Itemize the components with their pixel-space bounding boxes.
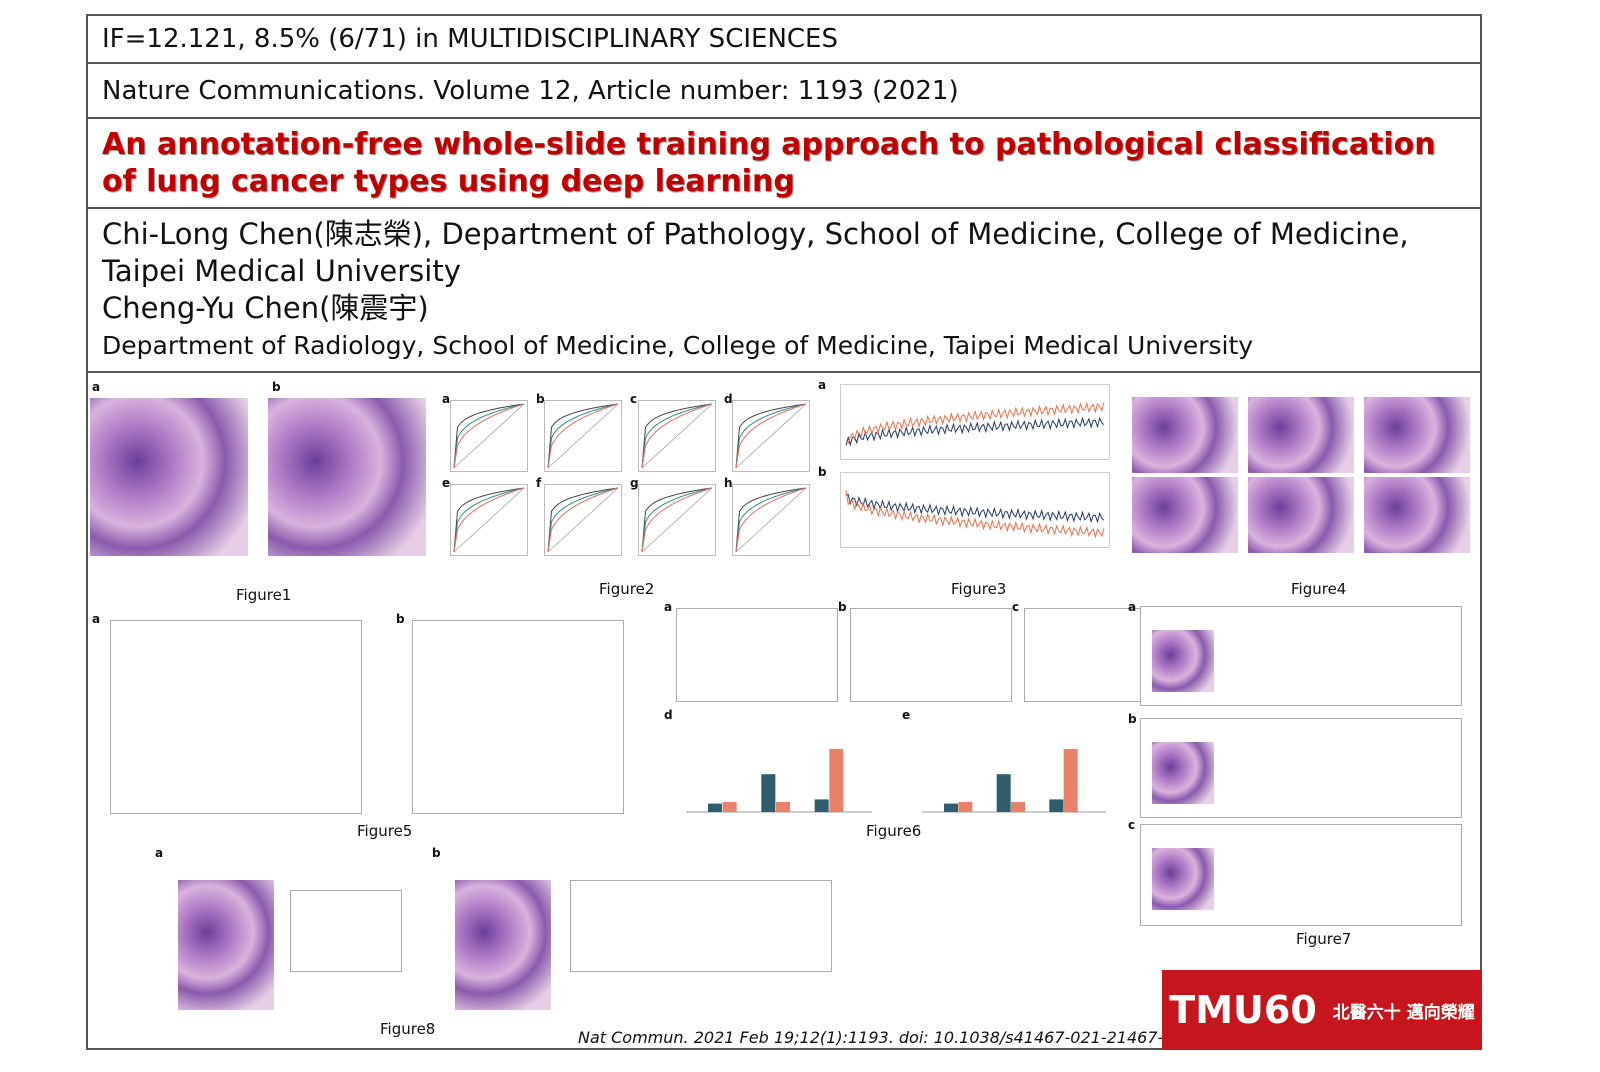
author: Chi-Long Chen(陳志榮), Department of Pathol… <box>102 217 1409 288</box>
figure-drawing <box>638 484 716 556</box>
panel-label: a <box>664 600 673 614</box>
figure-drawing <box>840 472 1110 548</box>
panel-label: c <box>1128 818 1136 832</box>
author: Cheng-Yu Chen(陳震宇) <box>102 291 429 325</box>
title-row: An annotation-free whole-slide training … <box>86 117 1482 207</box>
panel-label: b <box>536 392 545 406</box>
histology-image <box>1364 397 1470 473</box>
figure-drawing <box>686 749 872 813</box>
histology-image <box>1364 477 1470 553</box>
figure-caption: Figure8 <box>380 1020 436 1038</box>
panel-label: a <box>155 846 164 860</box>
panel-label: g <box>630 476 639 490</box>
title: An annotation-free whole-slide training … <box>102 127 1436 199</box>
panel-label: a <box>92 380 101 394</box>
panel-label: e <box>902 708 911 722</box>
figure-drawing <box>922 749 1106 813</box>
logo-mark: TMU60 <box>1169 988 1317 1032</box>
panel-label: b <box>396 612 405 626</box>
journal: Nature Communications. Volume 12, Articl… <box>102 75 959 106</box>
panel-label: e <box>442 476 451 490</box>
panel-label: a <box>442 392 451 406</box>
panel-label: b <box>1128 712 1137 726</box>
panel-label: b <box>838 600 847 614</box>
citation: Nat Commun. 2021 Feb 19;12(1):1193. doi:… <box>578 1028 1177 1047</box>
figure-caption: Figure7 <box>1296 930 1352 948</box>
histology-image <box>178 880 274 1010</box>
panel-label: d <box>664 708 673 722</box>
network-panel <box>570 880 832 972</box>
panel-label: d <box>724 392 733 406</box>
chart-panel <box>850 608 1012 702</box>
figure-drawing <box>638 400 716 472</box>
impact-row: IF=12.121, 8.5% (6/71) in MULTIDISCIPLIN… <box>86 14 1482 62</box>
histology-image <box>1152 742 1214 804</box>
figure-drawing <box>732 400 810 472</box>
histology-image <box>1152 630 1214 692</box>
panel-label: b <box>818 465 827 479</box>
affiliation: Department of Radiology, School of Medic… <box>102 331 1254 360</box>
figure-drawing <box>544 484 622 556</box>
histology-image <box>1152 848 1214 910</box>
journal-row: Nature Communications. Volume 12, Articl… <box>86 62 1482 117</box>
figure-caption: Figure3 <box>951 580 1007 598</box>
panel-label: h <box>724 476 733 490</box>
histology-image <box>90 398 248 556</box>
network-panel <box>290 890 402 972</box>
logo-slogan: 北醫六十 邁向榮耀 <box>1332 1002 1475 1023</box>
panel-label: c <box>1012 600 1020 614</box>
panel-label: a <box>818 378 827 392</box>
figure-drawing <box>450 400 528 472</box>
panel-label: c <box>630 392 638 406</box>
boxplot-panel <box>412 620 624 814</box>
figure-caption: Figure4 <box>1291 580 1347 598</box>
histology-image <box>1132 397 1238 473</box>
figure-drawing <box>544 400 622 472</box>
figure-drawing <box>732 484 810 556</box>
panel-label: a <box>92 612 101 626</box>
authors-row: Chi-Long Chen(陳志榮), Department of Pathol… <box>86 207 1482 373</box>
figure-caption: Figure1 <box>236 586 292 604</box>
chart-panel <box>676 608 838 702</box>
histology-image <box>268 398 426 556</box>
impact: IF=12.121, 8.5% (6/71) in MULTIDISCIPLIN… <box>102 24 838 54</box>
figure-caption: Figure5 <box>357 822 413 840</box>
figure-drawing <box>450 484 528 556</box>
panel-label: f <box>536 476 542 490</box>
histology-image <box>1132 477 1238 553</box>
panel-label: b <box>432 846 441 860</box>
histology-image <box>455 880 551 1010</box>
histology-image <box>1248 477 1354 553</box>
histology-image <box>1248 397 1354 473</box>
boxplot-panel <box>110 620 362 814</box>
figure-drawing <box>840 384 1110 460</box>
panel-label: b <box>272 380 281 394</box>
panel-label: a <box>1128 600 1137 614</box>
logo: TMU60 北醫六十 邁向榮耀 <box>1162 970 1482 1050</box>
figure-caption: Figure2 <box>599 580 655 598</box>
figure-caption: Figure6 <box>866 822 922 840</box>
